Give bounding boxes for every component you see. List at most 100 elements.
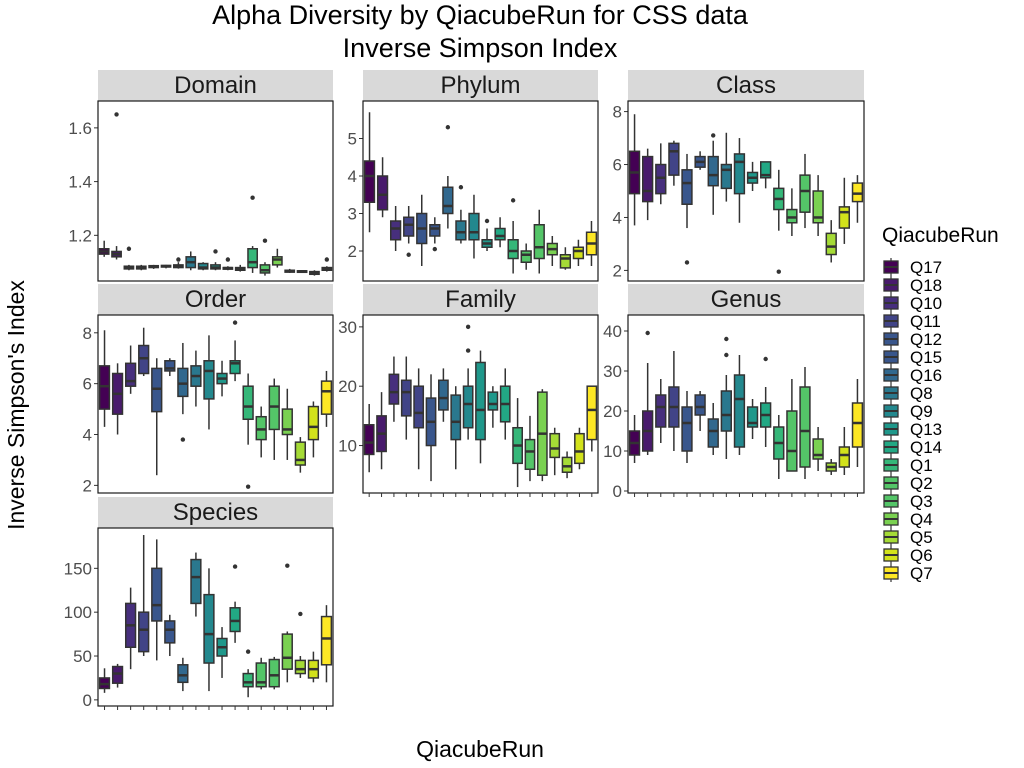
box-class-14	[799, 153, 811, 229]
box-order-16	[294, 437, 307, 473]
box-species-2	[111, 663, 124, 688]
box-genus-16	[825, 459, 837, 475]
box-domain-5	[148, 264, 160, 269]
strip-label-family: Family	[445, 286, 516, 313]
box-order-2	[111, 363, 124, 435]
box-body	[255, 415, 267, 441]
legend-label: Q12	[910, 330, 942, 349]
box-species-3	[124, 587, 137, 670]
box-species-5	[151, 539, 163, 661]
legend-item-q18: Q18	[883, 276, 942, 295]
legend-item-q15: Q15	[883, 348, 942, 367]
box-body	[825, 232, 837, 256]
box-genus-6	[694, 391, 706, 431]
outlier-point	[213, 249, 218, 254]
outlier-point	[763, 356, 768, 362]
box-class-5	[681, 153, 693, 265]
box-body	[403, 216, 415, 237]
box-species-6	[164, 614, 176, 657]
box-body	[733, 153, 746, 195]
outlier-point	[711, 133, 716, 138]
box-order-7	[177, 342, 189, 442]
box-genus-7	[707, 403, 719, 455]
y-tick-label: 2	[613, 261, 622, 280]
box-body	[681, 406, 693, 452]
box-body	[520, 250, 532, 263]
box-species-10	[216, 627, 228, 678]
box-body	[707, 418, 719, 448]
box-body	[549, 432, 561, 459]
box-body	[268, 658, 280, 688]
legend-label: Q15	[910, 348, 942, 367]
box-body	[572, 246, 585, 260]
box-body	[203, 593, 215, 664]
box-species-14	[268, 656, 280, 690]
box-body	[138, 611, 150, 653]
outlier-point	[724, 352, 729, 358]
box-body	[138, 344, 150, 375]
outlier-point	[180, 437, 186, 442]
box-phylum-18	[585, 221, 598, 266]
box-body	[786, 410, 798, 472]
box-body	[281, 408, 293, 436]
box-phylum-4	[403, 206, 415, 257]
box-order-17	[307, 401, 320, 458]
box-genus-10	[746, 399, 759, 439]
box-genus-14	[799, 367, 811, 479]
panel-order: Order 2 4 6 8	[83, 284, 334, 495]
strip-family	[363, 284, 598, 315]
strip-domain	[98, 70, 333, 101]
legend-label: Q3	[910, 492, 933, 511]
box-body	[229, 360, 241, 375]
box-domain-17	[296, 270, 308, 274]
legend-item-q6: Q6	[883, 546, 933, 565]
strip-species	[98, 497, 333, 528]
box-genus-2	[642, 330, 654, 455]
legend-label: Q2	[910, 474, 933, 493]
box-species-15	[281, 563, 293, 683]
strip-label-genus: Genus	[711, 286, 782, 313]
y-tick-label: 5	[348, 130, 357, 149]
legend-item-q4: Q4	[883, 510, 933, 529]
box-domain-16	[284, 268, 296, 273]
y-tick-label: 6	[613, 156, 622, 175]
box-class-15	[812, 175, 824, 236]
y-tick-label: 4	[348, 167, 357, 186]
box-body	[462, 385, 474, 429]
box-body	[681, 169, 693, 205]
y-tick-label: 0	[613, 482, 622, 501]
box-phylum-6	[429, 217, 441, 252]
box-body	[247, 248, 258, 269]
box-body	[720, 163, 733, 190]
box-domain-7	[173, 257, 184, 269]
box-order-5	[151, 358, 163, 476]
box-body	[720, 390, 733, 432]
box-body	[707, 155, 719, 187]
y-tick-label: 0	[83, 691, 92, 710]
box-body	[255, 662, 267, 688]
y-tick-label: 1.4	[68, 173, 92, 192]
box-genus-12	[773, 415, 785, 479]
box-body	[487, 391, 499, 411]
box-class-8	[720, 132, 733, 202]
box-body	[655, 163, 667, 195]
outlier-point	[465, 324, 471, 330]
strip-label-class: Class	[716, 72, 776, 99]
strip-order	[98, 284, 333, 315]
box-body	[524, 438, 536, 471]
box-body	[450, 394, 462, 441]
y-tick-label: 8	[83, 324, 92, 343]
box-family-13	[512, 398, 523, 488]
panel-genus: Genus 0 10 20 30 40	[603, 284, 865, 501]
strip-label-domain: Domain	[174, 72, 257, 99]
legend-label: Q14	[910, 438, 942, 457]
box-body	[259, 264, 271, 274]
box-species-13	[255, 657, 267, 690]
box-domain-4	[135, 264, 147, 271]
box-domain-13	[247, 195, 258, 273]
box-order-1	[98, 330, 111, 427]
outlier-point	[232, 564, 238, 569]
box-domain-2	[111, 112, 122, 260]
legend-item-q2: Q2	[883, 474, 933, 493]
box-body	[388, 373, 400, 405]
